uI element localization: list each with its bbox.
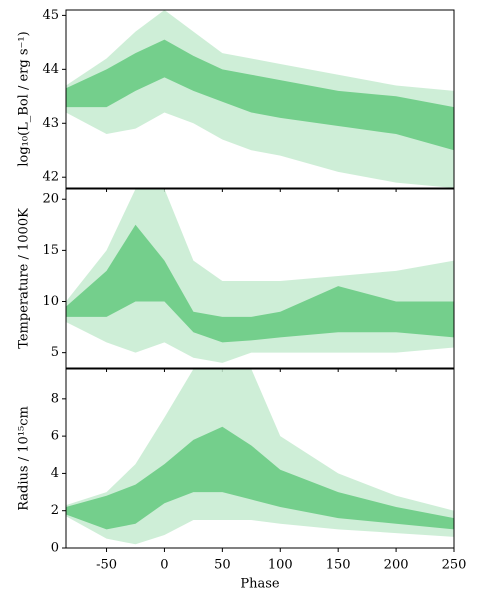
y-axis-label: log₁₀(L_Bol / erg s⁻¹)	[17, 31, 32, 166]
y-tick-label: 0	[51, 541, 59, 556]
x-tick-label: 50	[214, 558, 231, 573]
x-tick-label: 150	[326, 558, 351, 573]
y-tick-label: 5	[51, 345, 59, 360]
band	[66, 224, 454, 343]
x-tick-label: -50	[96, 558, 117, 573]
y-tick-label: 4	[51, 466, 59, 481]
y-tick-label: 20	[42, 192, 59, 207]
y-tick-label: 15	[42, 243, 59, 258]
y-axis-label: Radius / 10¹⁵cm	[17, 406, 32, 511]
axes-frame	[65, 188, 455, 369]
x-tick-label: 250	[442, 558, 467, 573]
axes-frame	[65, 368, 455, 549]
band	[66, 426, 454, 530]
y-tick-label: 6	[51, 429, 59, 444]
y-tick-label: 10	[42, 294, 59, 309]
x-axis-label: Phase	[240, 577, 280, 592]
band	[66, 39, 454, 151]
y-tick-label: 43	[42, 116, 59, 131]
y-tick-label: 42	[42, 170, 59, 185]
x-tick-label: 0	[160, 558, 168, 573]
axes-frame	[65, 9, 455, 189]
x-tick-label: 200	[384, 558, 409, 573]
y-tick-label: 45	[42, 8, 59, 23]
y-tick-label: 8	[51, 391, 59, 406]
x-tick-label: 100	[268, 558, 293, 573]
y-tick-label: 2	[51, 503, 59, 518]
y-tick-label: 44	[42, 62, 59, 77]
y-axis-label: Temperature / 1000K	[17, 208, 32, 349]
